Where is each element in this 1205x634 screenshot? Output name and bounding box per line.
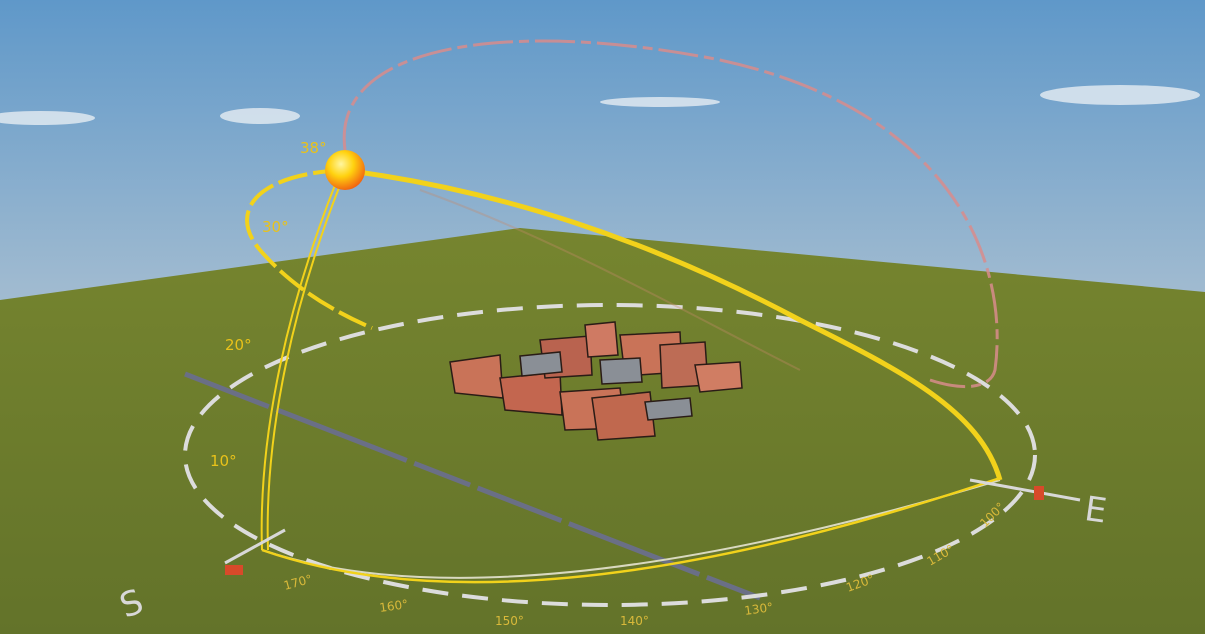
horizon-ring-inner bbox=[261, 479, 1001, 579]
south-red-marker bbox=[225, 565, 243, 575]
summer-sun-path bbox=[342, 39, 999, 389]
sun[interactable] bbox=[325, 150, 365, 190]
daily-sun-path bbox=[342, 167, 1003, 481]
south-tick bbox=[224, 528, 286, 565]
buildings bbox=[449, 321, 743, 441]
altitude-arc bbox=[260, 184, 336, 551]
altitude-arc-2 bbox=[266, 184, 341, 551]
horizon-ring bbox=[183, 303, 1037, 607]
azimuth-label-160: 160° bbox=[378, 597, 409, 615]
horizon-sun-path bbox=[261, 476, 1001, 584]
altitude-label-38: 38° bbox=[300, 139, 327, 157]
altitude-label-10: 10° bbox=[210, 452, 237, 470]
east-red-marker bbox=[1034, 486, 1044, 500]
altitude-label-30: 30° bbox=[262, 218, 289, 236]
summer-sun-path-lower bbox=[419, 189, 801, 371]
azimuth-label-140: 140° bbox=[620, 614, 649, 628]
azimuth-label-130: 130° bbox=[743, 600, 774, 618]
daily-sun-path-west bbox=[245, 168, 373, 330]
azimuth-label-150: 150° bbox=[495, 614, 524, 628]
east-tick bbox=[969, 478, 1081, 502]
altitude-label-20: 20° bbox=[225, 336, 252, 354]
clouds bbox=[0, 85, 1200, 125]
